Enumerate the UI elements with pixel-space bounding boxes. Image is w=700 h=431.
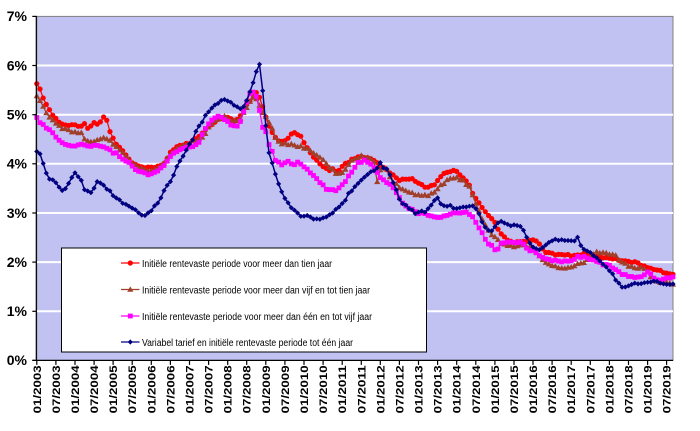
svg-text:01/2013: 01/2013 xyxy=(414,365,426,413)
svg-text:07/2009: 07/2009 xyxy=(280,365,292,413)
svg-text:07/2010: 07/2010 xyxy=(318,365,330,413)
svg-text:3%: 3% xyxy=(7,205,28,221)
svg-text:01/2003: 01/2003 xyxy=(32,365,44,413)
svg-text:01/2011: 01/2011 xyxy=(337,365,349,413)
svg-text:5%: 5% xyxy=(7,107,28,123)
svg-text:01/2014: 01/2014 xyxy=(452,365,464,414)
svg-text:01/2008: 01/2008 xyxy=(223,365,235,413)
svg-text:07/2003: 07/2003 xyxy=(51,365,63,413)
svg-text:01/2018: 01/2018 xyxy=(604,365,616,413)
svg-text:01/2007: 01/2007 xyxy=(185,365,197,413)
svg-text:1%: 1% xyxy=(7,303,28,319)
svg-text:07/2006: 07/2006 xyxy=(165,365,177,413)
svg-text:Initiële rentevaste periode vo: Initiële rentevaste periode voor meer da… xyxy=(142,312,373,323)
svg-text:07/2005: 07/2005 xyxy=(127,365,139,413)
svg-text:07/2015: 07/2015 xyxy=(509,365,521,413)
svg-text:01/2019: 01/2019 xyxy=(643,365,655,413)
svg-text:01/2009: 01/2009 xyxy=(261,365,273,413)
svg-text:07/2007: 07/2007 xyxy=(204,365,216,413)
svg-text:01/2012: 01/2012 xyxy=(375,365,387,413)
svg-text:07/2012: 07/2012 xyxy=(394,365,406,413)
svg-text:01/2016: 01/2016 xyxy=(528,365,540,413)
svg-text:07/2018: 07/2018 xyxy=(624,365,636,413)
svg-text:Initiële rentevaste periode vo: Initiële rentevaste periode voor meer da… xyxy=(142,285,371,296)
svg-text:0%: 0% xyxy=(7,352,28,368)
svg-text:01/2017: 01/2017 xyxy=(566,365,578,413)
svg-text:07/2008: 07/2008 xyxy=(242,365,254,413)
svg-text:01/2004: 01/2004 xyxy=(70,365,82,414)
svg-text:07/2014: 07/2014 xyxy=(471,365,483,414)
svg-text:7%: 7% xyxy=(7,8,28,24)
svg-text:07/2004: 07/2004 xyxy=(89,365,101,414)
svg-text:Variabel tarief en initiële re: Variabel tarief en initiële rentevaste p… xyxy=(142,338,354,349)
svg-text:07/2019: 07/2019 xyxy=(662,365,674,413)
svg-text:01/2015: 01/2015 xyxy=(490,365,502,413)
svg-text:6%: 6% xyxy=(7,57,28,73)
svg-text:07/2011: 07/2011 xyxy=(356,365,368,413)
svg-text:4%: 4% xyxy=(7,156,28,172)
svg-text:07/2016: 07/2016 xyxy=(547,365,559,413)
svg-text:01/2006: 01/2006 xyxy=(146,365,158,413)
svg-text:2%: 2% xyxy=(7,254,28,270)
svg-text:01/2010: 01/2010 xyxy=(299,365,311,413)
svg-text:07/2013: 07/2013 xyxy=(433,365,445,413)
svg-text:Initiële rentevaste periode vo: Initiële rentevaste periode voor meer da… xyxy=(142,259,333,270)
svg-text:07/2017: 07/2017 xyxy=(585,365,597,413)
svg-text:01/2005: 01/2005 xyxy=(108,365,120,413)
